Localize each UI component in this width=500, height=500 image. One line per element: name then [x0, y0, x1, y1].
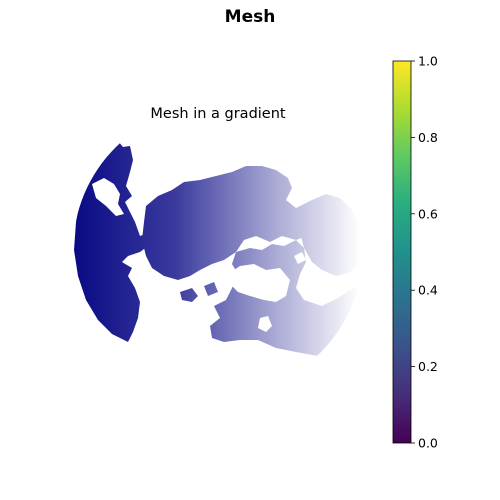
colorbar-tick-label: 0.8 — [418, 130, 438, 145]
figure-title: Mesh — [224, 7, 276, 27]
small-island — [204, 282, 218, 296]
colorbar: 0.0 0.2 0.4 0.6 0.8 1.0 — [392, 54, 438, 451]
arctic-ocean-opening — [228, 264, 290, 302]
gulf-of-bothnia — [258, 316, 272, 332]
colorbar-tick-label: 0.6 — [418, 206, 438, 221]
colorbar-scale — [392, 60, 412, 444]
white-sea — [294, 252, 306, 264]
colorbar-ticks: 0.0 0.2 0.4 0.6 0.8 1.0 — [411, 54, 438, 451]
north-america-landmass — [74, 141, 150, 342]
colorbar-tick-label: 0.4 — [418, 283, 438, 298]
hudson-bay — [92, 178, 124, 216]
colorbar-tick-label: 1.0 — [418, 54, 438, 69]
colorbar-tick-label: 0.2 — [418, 359, 438, 374]
siberia-landmass — [296, 194, 360, 276]
land-masses — [74, 141, 360, 356]
water-bodies — [92, 178, 306, 332]
svalbard-island — [180, 288, 198, 302]
arctic-islands-landmass — [142, 166, 332, 280]
plot-title: Mesh in a gradient — [150, 106, 286, 122]
colorbar-tick-label: 0.0 — [418, 436, 438, 451]
small-island — [232, 170, 244, 182]
